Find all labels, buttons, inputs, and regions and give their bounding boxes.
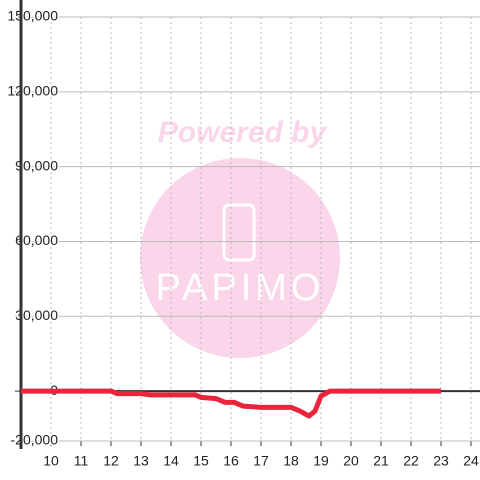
x-tick-label: 16 bbox=[223, 453, 239, 469]
x-tick-label: 15 bbox=[193, 453, 209, 469]
watermark-text: Powered by bbox=[158, 116, 328, 149]
x-tick-label: 18 bbox=[283, 453, 299, 469]
x-tick-label: 20 bbox=[343, 453, 359, 469]
x-tick-label: 12 bbox=[103, 453, 119, 469]
x-tick-label: 10 bbox=[43, 453, 59, 469]
x-tick-label: 11 bbox=[74, 453, 89, 469]
data-line bbox=[21, 388, 441, 419]
y-tick-label: 60,000 bbox=[15, 232, 58, 248]
y-tick-label: -20,000 bbox=[11, 432, 59, 448]
x-tick-label: 19 bbox=[313, 453, 329, 469]
x-tick-label: 23 bbox=[433, 453, 449, 469]
watermark-icon bbox=[222, 203, 256, 262]
y-tick-label: 30,000 bbox=[15, 307, 58, 323]
y-tick-label: 90,000 bbox=[15, 157, 58, 173]
watermark-circle bbox=[140, 158, 340, 358]
y-tick-label: 120,000 bbox=[7, 83, 58, 99]
x-tick-label: 17 bbox=[253, 453, 269, 469]
y-tick-label: 150,000 bbox=[7, 8, 58, 24]
x-tick-label: 22 bbox=[403, 453, 419, 469]
x-tick-label: 21 bbox=[373, 453, 389, 469]
x-tick-label: 13 bbox=[133, 453, 149, 469]
x-tick-label: 14 bbox=[163, 453, 179, 469]
watermark-logo: PAPIMO bbox=[156, 267, 325, 309]
x-tick-label: 24 bbox=[463, 453, 479, 469]
